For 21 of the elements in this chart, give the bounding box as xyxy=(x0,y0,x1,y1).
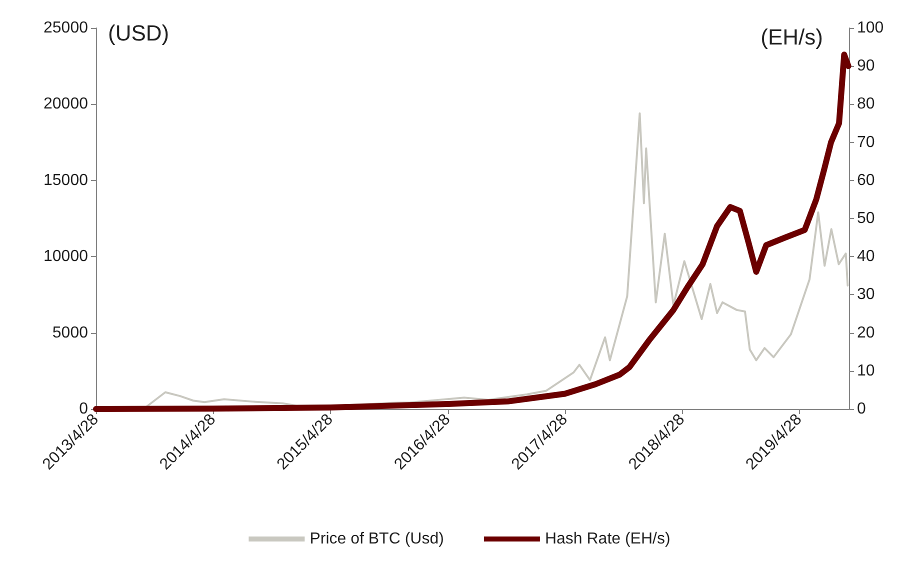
y2-tick-label: 30 xyxy=(857,286,875,304)
legend-label: Price of BTC (Usd) xyxy=(310,530,444,548)
y2-tick-label: 50 xyxy=(857,210,875,227)
y2-tick-label: 80 xyxy=(857,96,875,113)
legend-label: Hash Rate (EH/s) xyxy=(544,530,670,548)
y2-tick-label: 60 xyxy=(857,172,875,189)
y-axis-title: (USD) xyxy=(108,20,170,46)
y-tick-label: 15000 xyxy=(44,172,88,189)
y-tick-label: 5000 xyxy=(52,324,88,342)
y2-tick-label: 90 xyxy=(857,58,875,75)
y-tick-label: 20000 xyxy=(44,96,88,113)
y-tick-label: 25000 xyxy=(44,20,88,36)
y2-tick-label: 10 xyxy=(857,362,875,380)
y-tick-label: 10000 xyxy=(44,248,88,266)
y2-tick-label: 40 xyxy=(857,248,875,266)
y2-tick-label: 100 xyxy=(857,20,884,36)
y2-axis-title: (EH/s) xyxy=(760,24,823,50)
y2-tick-label: 70 xyxy=(857,134,875,151)
y2-tick-label: 0 xyxy=(857,400,866,418)
y-tick-label: 0 xyxy=(79,400,88,418)
y2-tick-label: 20 xyxy=(857,324,875,342)
